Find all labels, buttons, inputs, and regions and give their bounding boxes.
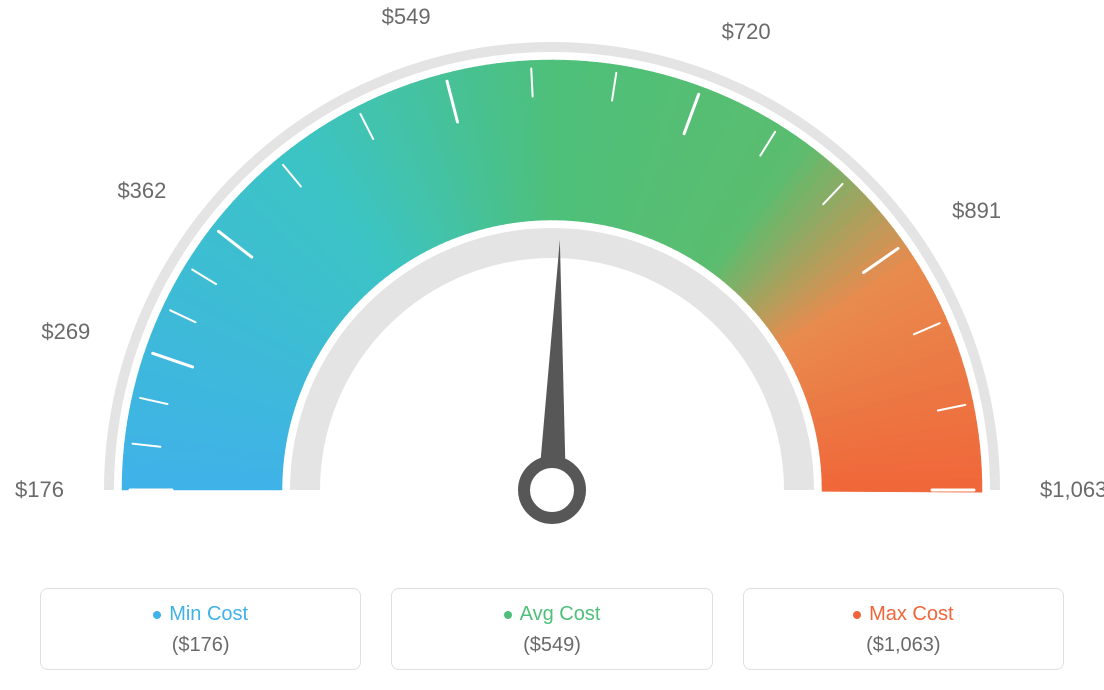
gauge-svg [0,0,1104,570]
needle [524,240,580,518]
legend-card-max: Max Cost ($1,063) [743,588,1064,670]
scale-label: $1,063 [1040,477,1104,503]
legend-title-text-max: Max Cost [869,603,953,626]
legend-card-min: Min Cost ($176) [40,588,361,670]
legend-title-max: Max Cost [853,603,953,626]
scale-label: $269 [41,319,90,345]
legend-value-max: ($1,063) [754,634,1053,657]
legend-value-avg: ($549) [402,634,701,657]
cost-gauge-chart: $176 $269 $362 $549 $720 $891 $1,063 Min Cost … [0,0,1104,690]
legend-card-avg: Avg Cost ($549) [391,588,712,670]
scale-label: $549 [382,4,431,30]
legend-title-text-min: Min Cost [169,603,248,626]
legend-title-text-avg: Avg Cost [520,603,601,626]
scale-label: $362 [117,178,166,204]
legend-dot-avg [504,611,512,619]
legend-dot-min [153,611,161,619]
gauge-area: $176 $269 $362 $549 $720 $891 $1,063 [0,0,1104,570]
legend-title-avg: Avg Cost [504,603,601,626]
legend-value-min: ($176) [51,634,350,657]
legend-row: Min Cost ($176) Avg Cost ($549) Max Cost… [0,588,1104,670]
scale-label: $176 [15,477,64,503]
legend-title-min: Min Cost [153,603,248,626]
scale-label: $891 [952,198,1001,224]
legend-dot-max [853,611,861,619]
scale-label: $720 [722,19,771,45]
